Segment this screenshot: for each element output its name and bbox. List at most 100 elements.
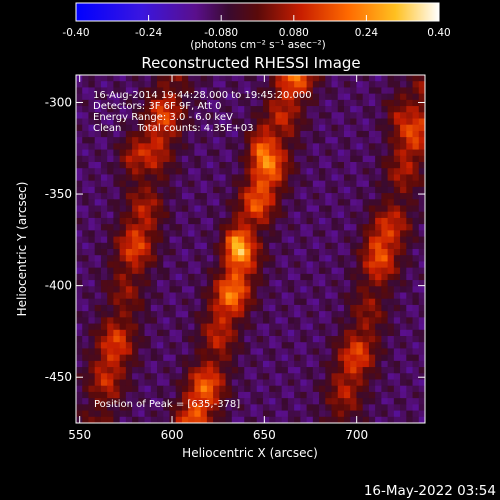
heatmap-cell: [213, 329, 220, 337]
heatmap-cell: [350, 255, 358, 263]
heatmap-cell: [356, 255, 364, 263]
heatmap-cell: [412, 87, 420, 95]
heatmap-cell: [188, 379, 196, 387]
heatmap-cell: [325, 137, 333, 144]
heatmap-cell: [312, 373, 320, 381]
heatmap-cell: [144, 130, 152, 138]
heatmap-cell: [175, 205, 183, 213]
heatmap-cell: [331, 93, 339, 101]
heatmap-cell: [181, 199, 189, 207]
heatmap-cell: [325, 143, 333, 151]
heatmap-cell: [343, 174, 351, 182]
heatmap-cell: [113, 292, 121, 300]
heatmap-cell: [312, 199, 320, 207]
heatmap-cell: [337, 168, 345, 176]
heatmap-cell: [163, 267, 171, 275]
heatmap-cell: [343, 360, 351, 368]
heatmap-cell: [82, 81, 90, 89]
heatmap-cell: [356, 112, 364, 120]
heatmap-cell: [238, 205, 245, 213]
heatmap-cell: [132, 255, 139, 263]
heatmap-cell: [175, 391, 183, 399]
heatmap-cell: [157, 118, 164, 126]
heatmap-cell: [387, 211, 395, 219]
heatmap-cell: [107, 342, 114, 350]
heatmap-cell: [138, 112, 146, 120]
heatmap-cell: [100, 112, 108, 120]
heatmap-cell: [275, 230, 283, 238]
heatmap-cell: [76, 205, 83, 213]
heatmap-cell: [200, 273, 208, 281]
heatmap-cell: [343, 118, 351, 126]
heatmap-cell: [300, 236, 308, 244]
heatmap-cell: [350, 112, 358, 120]
heatmap-cell: [132, 398, 139, 405]
heatmap-cell: [319, 124, 326, 132]
heatmap-cell: [319, 304, 326, 312]
heatmap-image: [76, 75, 425, 423]
heatmap-cell: [163, 112, 171, 120]
heatmap-cell: [262, 255, 270, 263]
heatmap-cell: [94, 137, 102, 144]
heatmap-cell: [163, 373, 171, 381]
heatmap-cell: [150, 367, 158, 374]
heatmap-cell: [400, 242, 407, 250]
heatmap-cell: [132, 280, 139, 287]
heatmap-cell: [125, 162, 133, 169]
heatmap-cell: [244, 137, 252, 144]
heatmap-cell: [281, 149, 289, 157]
heatmap-cell: [94, 75, 102, 82]
heatmap-cell: [418, 99, 425, 107]
heatmap-cell: [194, 410, 202, 418]
heatmap-cell: [138, 323, 146, 331]
heatmap-cell: [362, 323, 370, 331]
heatmap-cell: [181, 93, 189, 101]
heatmap-cell: [163, 391, 171, 399]
heatmap-cell: [319, 180, 326, 188]
heatmap-cell: [138, 249, 146, 256]
heatmap-cell: [206, 311, 214, 318]
heatmap-cell: [412, 81, 420, 89]
heatmap-cell: [88, 81, 96, 89]
heatmap-cell: [418, 174, 425, 182]
heatmap-cell: [175, 217, 183, 225]
heatmap-cell: [319, 137, 326, 144]
heatmap-cell: [406, 180, 414, 188]
heatmap-cell: [262, 211, 270, 219]
heatmap-cell: [306, 286, 314, 294]
heatmap-cell: [169, 323, 177, 331]
heatmap-cell: [169, 336, 177, 343]
heatmap-cell: [169, 286, 177, 294]
heatmap-cell: [256, 267, 264, 275]
heatmap-cell: [194, 336, 202, 343]
heatmap-cell: [343, 367, 351, 374]
heatmap-cell: [94, 292, 102, 300]
heatmap-cell: [88, 292, 96, 300]
heatmap-cell: [343, 391, 351, 399]
heatmap-cell: [300, 398, 308, 405]
heatmap-cell: [387, 367, 395, 374]
heatmap-cell: [169, 379, 177, 387]
heatmap-cell: [418, 261, 425, 269]
heatmap-cell: [294, 249, 301, 256]
heatmap-cell: [319, 267, 326, 275]
heatmap-cell: [138, 205, 146, 213]
heatmap-cell: [381, 323, 389, 331]
heatmap-cell: [244, 367, 252, 374]
heatmap-cell: [269, 292, 277, 300]
heatmap-cell: [356, 180, 364, 188]
heatmap-cell: [188, 230, 196, 238]
x-axis-label: Heliocentric X (arcsec): [182, 446, 318, 460]
heatmap-cell: [175, 149, 183, 157]
heatmap-cell: [132, 193, 139, 200]
heatmap-cell: [343, 130, 351, 138]
heatmap-cell: [107, 180, 114, 188]
heatmap-cell: [76, 342, 83, 350]
heatmap-cell: [125, 106, 133, 113]
heatmap-cell: [387, 323, 395, 331]
heatmap-cell: [269, 385, 277, 393]
heatmap-cell: [375, 267, 382, 275]
heatmap-cell: [368, 273, 376, 281]
heatmap-cell: [262, 155, 270, 163]
heatmap-cell: [400, 155, 407, 163]
